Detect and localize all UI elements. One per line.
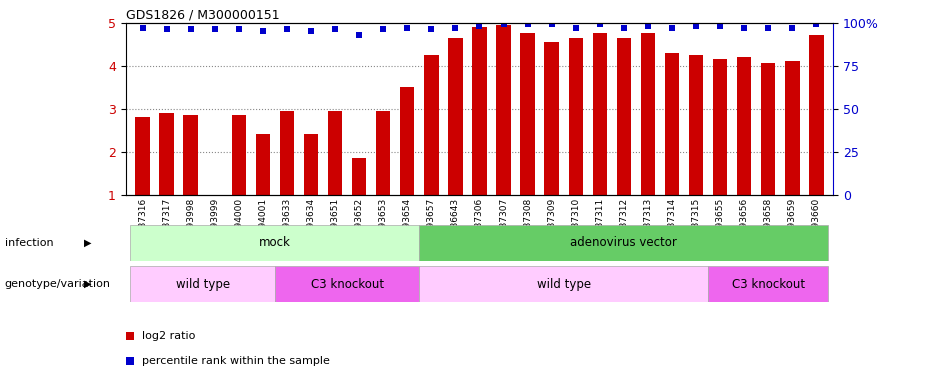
Bar: [708, 266, 829, 302]
Point: [472, 23, 487, 29]
Bar: [130, 266, 275, 302]
Point: [399, 25, 414, 31]
Point: [376, 26, 391, 32]
Bar: [569, 38, 583, 195]
Point: [713, 23, 728, 29]
Text: genotype/variation: genotype/variation: [5, 279, 111, 289]
Point: [785, 25, 800, 31]
Bar: [304, 134, 318, 195]
Point: [520, 21, 535, 27]
Bar: [232, 115, 246, 195]
Bar: [592, 33, 607, 195]
Point: [135, 25, 150, 31]
Point: [448, 25, 463, 31]
Bar: [665, 53, 680, 195]
Text: adenovirus vector: adenovirus vector: [571, 236, 678, 249]
Bar: [279, 111, 294, 195]
Bar: [400, 87, 414, 195]
Bar: [520, 33, 534, 195]
Bar: [352, 158, 367, 195]
Bar: [376, 111, 390, 195]
Bar: [275, 266, 419, 302]
Bar: [448, 38, 463, 195]
Point: [304, 28, 318, 34]
Bar: [809, 36, 824, 195]
Bar: [130, 225, 419, 261]
Text: wild type: wild type: [176, 278, 230, 291]
Text: mock: mock: [259, 236, 290, 249]
Point: [641, 23, 655, 29]
Bar: [472, 27, 487, 195]
Text: C3 knockout: C3 knockout: [732, 278, 804, 291]
Point: [123, 333, 138, 339]
Bar: [135, 117, 150, 195]
Point: [568, 25, 583, 31]
Bar: [419, 266, 708, 302]
Point: [352, 32, 367, 38]
Bar: [328, 111, 343, 195]
Point: [183, 26, 198, 32]
Point: [123, 358, 138, 364]
Text: ▶: ▶: [84, 238, 91, 248]
Text: GDS1826 / M300000151: GDS1826 / M300000151: [126, 8, 279, 21]
Bar: [256, 134, 270, 195]
Point: [328, 26, 343, 32]
Point: [736, 25, 751, 31]
Point: [616, 25, 631, 31]
Bar: [761, 63, 776, 195]
Point: [424, 26, 439, 32]
Bar: [419, 225, 829, 261]
Bar: [616, 38, 631, 195]
Point: [159, 26, 174, 32]
Bar: [183, 115, 198, 195]
Point: [809, 21, 824, 27]
Bar: [641, 33, 655, 195]
Point: [592, 21, 607, 27]
Text: C3 knockout: C3 knockout: [311, 278, 384, 291]
Text: ▶: ▶: [84, 279, 91, 289]
Point: [231, 26, 246, 32]
Text: percentile rank within the sample: percentile rank within the sample: [142, 356, 330, 366]
Bar: [737, 57, 751, 195]
Bar: [496, 25, 511, 195]
Point: [665, 25, 680, 31]
Text: log2 ratio: log2 ratio: [142, 332, 196, 341]
Text: wild type: wild type: [536, 278, 591, 291]
Bar: [425, 55, 439, 195]
Point: [279, 26, 294, 32]
Point: [496, 21, 511, 27]
Bar: [545, 42, 559, 195]
Bar: [689, 55, 703, 195]
Bar: [785, 61, 800, 195]
Bar: [159, 113, 174, 195]
Bar: [713, 59, 727, 195]
Point: [255, 28, 270, 34]
Point: [689, 23, 704, 29]
Point: [545, 21, 560, 27]
Text: infection: infection: [5, 238, 53, 248]
Point: [208, 26, 223, 32]
Point: [761, 25, 776, 31]
